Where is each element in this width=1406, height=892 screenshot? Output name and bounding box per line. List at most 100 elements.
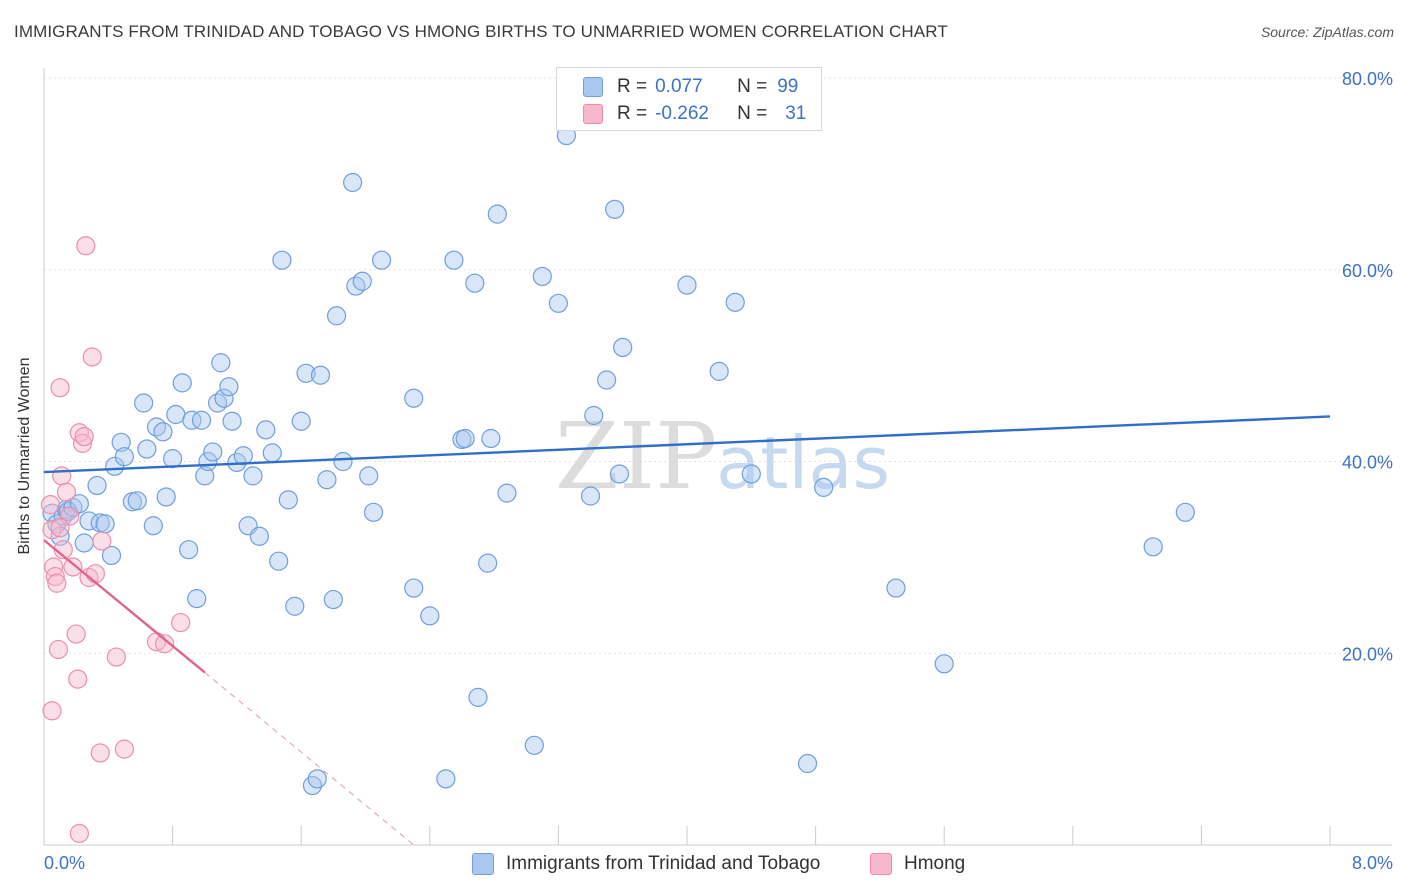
pink-data-point [42,519,62,540]
blue-data-point [95,514,115,534]
watermark-zip: ZIP [555,403,717,510]
blue-data-point [153,422,173,442]
blue-data-point [291,411,311,431]
blue-data-point [163,449,183,469]
blue-data-point [478,553,498,573]
blue-data-point [74,533,94,553]
blue-data-point [1175,502,1195,522]
blue-data-point [222,411,242,431]
blue-trend-line [43,415,1331,474]
pink-data-point [69,823,89,844]
blue-data-point [1143,537,1163,557]
pink-swatch [870,853,892,875]
blue-data-point [243,466,263,486]
bottom-legend-pink: Hmong [870,850,965,878]
blue-data-point [532,266,552,287]
blue-data-point [172,373,192,393]
legend-row-blue: R = 0.077 N = 99 [557,74,798,100]
blue-swatch [583,77,603,97]
pink-data-point [82,347,102,367]
blue-data-point [111,432,131,452]
blue-data-point [371,250,392,270]
pink-data-point [44,557,64,577]
blue-data-point [195,466,215,486]
tick-labels: 20.0% 40.0% 60.0% 80.0% 0.0% 8.0% [44,69,1393,873]
blue-data-point [191,410,212,430]
legend-row-pink: R = -0.262 N = 31 [557,101,806,127]
blue-data-point [269,551,289,571]
blue-data-point [278,490,298,510]
blue-data-point [137,439,157,459]
pink-trend-line [43,539,206,674]
blue-data-point [203,442,223,462]
blue-data-point [725,292,745,312]
pink-data-point [52,466,72,486]
pink-data-point [171,612,191,633]
trend-lines [43,415,1331,846]
pink-data-point [74,426,94,447]
x-tick-label: 0.0% [44,853,85,873]
blue-data-point [597,370,617,390]
chart-title: IMMIGRANTS FROM TRINIDAD AND TOBAGO VS H… [14,22,948,41]
blue-data-point [156,487,176,507]
r-label: R = [617,103,648,124]
blue-data-point [179,540,199,560]
bottom-legend-blue: Immigrants from Trinidad and Tobago [472,850,820,878]
blue-data-point [797,753,818,774]
pink-data-point [40,495,61,515]
blue-data-point [105,456,125,476]
blue-data-point [323,589,343,610]
blue-data-point [326,306,347,326]
blue-data-point [166,404,186,425]
blue-data-point [317,470,337,490]
pink-data-point [76,236,96,256]
blue-data-point [468,687,488,707]
pink-swatch [583,104,603,124]
r-value: -0.262 [655,103,709,124]
blue-data-point [548,293,569,313]
blue-data-point [886,578,906,598]
bottom-legend-label: Hmong [904,853,966,874]
blue-data-point [256,420,276,440]
blue-data-point [613,337,633,358]
pink-data-point [85,564,106,584]
blue-data-point [352,271,372,291]
pink-data-point [47,573,67,593]
r-label: R = [617,76,648,97]
watermark-atlas: atlas [716,421,890,505]
blue-data-point [296,363,316,383]
blue-data-point [497,483,517,503]
n-label: N = [737,103,768,124]
blue-data-point [359,466,379,486]
pink-data-point [56,482,77,502]
blue-data-point [310,365,331,385]
y-axis-label: Births to Unmarried Women [16,357,33,555]
source-credit: Source: ZipAtlas.com [1260,24,1394,40]
blue-data-point [101,545,122,566]
n-label: N = [737,76,768,97]
blue-data-point [455,428,475,449]
n-value: 31 [785,103,807,124]
blue-data-point [814,477,834,497]
blue-data-point [436,769,456,789]
blue-data-point [233,446,253,466]
blue-data-point [307,769,327,789]
pink-data-point [68,669,88,689]
blue-data-point [605,199,625,219]
correlation-legend: R = 0.077 N = 99 R = -0.262 N = 31 [556,67,822,131]
r-value: 0.077 [655,76,703,97]
pink-data-point [90,743,110,763]
blue-data-point [487,204,507,224]
blue-data-point [87,475,107,496]
blue-data-point [524,735,544,755]
bottom-legend-label: Immigrants from Trinidad and Tobago [506,853,821,874]
x-tick-label: 8.0% [1352,853,1393,873]
blue-data-point [143,516,163,536]
blue-data-point [272,250,292,270]
blue-data-point [465,273,485,293]
blue-data-point [187,589,207,609]
blue-data-point [214,388,234,408]
blue-data-point [934,654,954,674]
pink-data-point [72,433,93,453]
